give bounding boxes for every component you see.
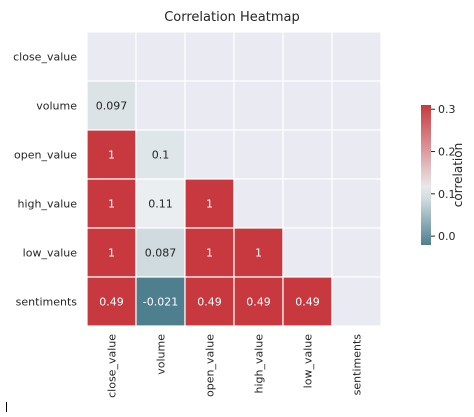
- cell-annotation: 0.087: [145, 247, 177, 260]
- masked-cell: [331, 276, 382, 327]
- colorbar-tick-label: 0.1: [438, 188, 456, 201]
- cell-annotation: 1: [108, 247, 115, 260]
- y-tick-label: volume: [36, 100, 77, 113]
- cell-annotation: 1: [206, 247, 213, 260]
- cell-annotation: 0.49: [246, 296, 271, 309]
- cell-annotation: 0.49: [295, 296, 320, 309]
- cell-annotation: -0.021: [143, 296, 178, 309]
- colorbar-gradient: [421, 105, 431, 245]
- chart-title: Correlation Heatmap: [164, 10, 300, 25]
- colorbar-tick-label: 0.2: [438, 146, 456, 159]
- masked-cell: [331, 31, 382, 82]
- text-cursor: [6, 402, 7, 412]
- masked-cell: [233, 31, 284, 82]
- y-tick-label: close_value: [13, 51, 77, 64]
- colorbar-label: correlation: [451, 143, 465, 207]
- heatmap-cell: [86, 129, 137, 180]
- masked-cell: [282, 227, 333, 278]
- cell-annotation: 1: [108, 149, 115, 162]
- colorbar-tick-label: 0.0: [438, 230, 456, 243]
- heatmap-cell: [135, 227, 186, 278]
- cell-annotation: 1: [255, 247, 262, 260]
- x-tick-label: open_value: [204, 334, 217, 397]
- masked-cell: [184, 80, 235, 131]
- masked-cell: [135, 31, 186, 82]
- heatmap-cell: [233, 276, 284, 327]
- masked-cell: [331, 80, 382, 131]
- heatmap-cell: [86, 80, 137, 131]
- heatmap-cells: [86, 31, 382, 327]
- colorbar-tick-label: 0.3: [438, 103, 456, 116]
- y-tick-label: sentiments: [16, 296, 78, 309]
- cell-annotation: 0.11: [148, 198, 173, 211]
- heatmap-cell: [135, 276, 186, 327]
- x-tick-label: high_value: [253, 334, 266, 394]
- masked-cell: [233, 80, 284, 131]
- masked-cell: [184, 31, 235, 82]
- x-tick-label: low_value: [302, 334, 315, 389]
- masked-cell: [233, 178, 284, 229]
- cell-annotation: 0.1: [152, 149, 170, 162]
- cell-annotation: 0.49: [197, 296, 222, 309]
- masked-cell: [135, 80, 186, 131]
- masked-cell: [86, 31, 137, 82]
- cell-annotation: 1: [108, 198, 115, 211]
- y-tick-label: high_value: [17, 198, 77, 211]
- y-tick-label: open_value: [14, 149, 77, 162]
- masked-cell: [282, 129, 333, 180]
- masked-cell: [331, 227, 382, 278]
- cell-annotation: 0.097: [96, 100, 128, 113]
- masked-cell: [282, 178, 333, 229]
- cell-annotation: 0.49: [99, 296, 124, 309]
- masked-cell: [184, 129, 235, 180]
- heatmap-cell: [184, 178, 235, 229]
- cell-annotation: 1: [206, 198, 213, 211]
- x-tick-labels: close_value volume open_value high_value low…: [106, 334, 364, 398]
- colorbar: 0.0 0.1 0.2 0.3 correlation: [421, 103, 465, 245]
- masked-cell: [282, 80, 333, 131]
- y-tick-label: low_value: [23, 247, 78, 260]
- heatmap-cell: [233, 227, 284, 278]
- masked-cell: [331, 129, 382, 180]
- heatmap-cell: [184, 276, 235, 327]
- x-tick-label: volume: [155, 334, 168, 375]
- masked-cell: [233, 129, 284, 180]
- masked-cell: [282, 31, 333, 82]
- masked-cell: [331, 178, 382, 229]
- x-tick-label: close_value: [106, 334, 119, 398]
- x-tick-label: sentiments: [351, 334, 364, 396]
